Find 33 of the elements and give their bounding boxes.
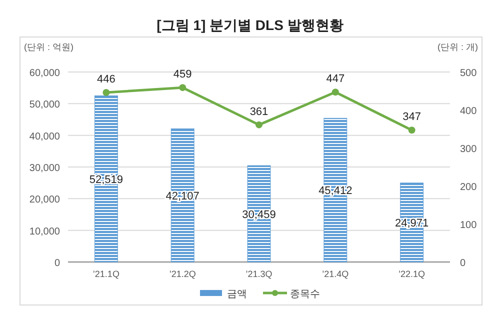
point: [102, 89, 110, 96]
point: [332, 88, 339, 96]
x-tick-label: ’21.1Q: [92, 269, 120, 279]
y-tick-label: 40,000: [29, 131, 60, 142]
x-tick-label: ’22.1Q: [398, 269, 426, 279]
y2-tick-label: 0: [460, 258, 466, 269]
y-tick-label: 50,000: [29, 100, 60, 111]
point: [256, 121, 262, 128]
data-label: 446: [97, 74, 116, 86]
y2-axis-title: (단위 : 개): [438, 42, 478, 52]
y-tick-label: 20,000: [29, 194, 60, 206]
data-label: 459: [173, 68, 192, 81]
y2-tick-label: 400: [460, 106, 478, 117]
y-tick-label: 60,000: [29, 68, 60, 79]
y-tick-label: 0: [54, 258, 60, 269]
x-tick-label: ’21.2Q: [169, 269, 196, 279]
y-tick-label: 30,000: [29, 163, 60, 174]
chart-title: [그림 1] 분기별 DLS 발행현황: [156, 17, 344, 33]
x-tick-label: ’21.3Q: [246, 269, 272, 279]
point: [179, 84, 186, 92]
text: 금액: [227, 289, 247, 300]
y-axis-title: (단위 : 억원): [24, 42, 74, 52]
data-label: 361: [250, 106, 268, 118]
y2-tick-label: 300: [460, 144, 478, 155]
y2-tick-label: 200: [460, 182, 478, 193]
data-label: 447: [326, 73, 345, 86]
y2-tick-label: 500: [460, 68, 478, 79]
x-tick-label: ’21.4Q: [322, 269, 349, 279]
legend-label: 종목수: [290, 289, 320, 300]
data-label: 347: [402, 111, 421, 124]
point: [408, 126, 416, 134]
y2-tick-label: 100: [460, 220, 478, 231]
y-tick-label: 10,000: [29, 226, 60, 238]
